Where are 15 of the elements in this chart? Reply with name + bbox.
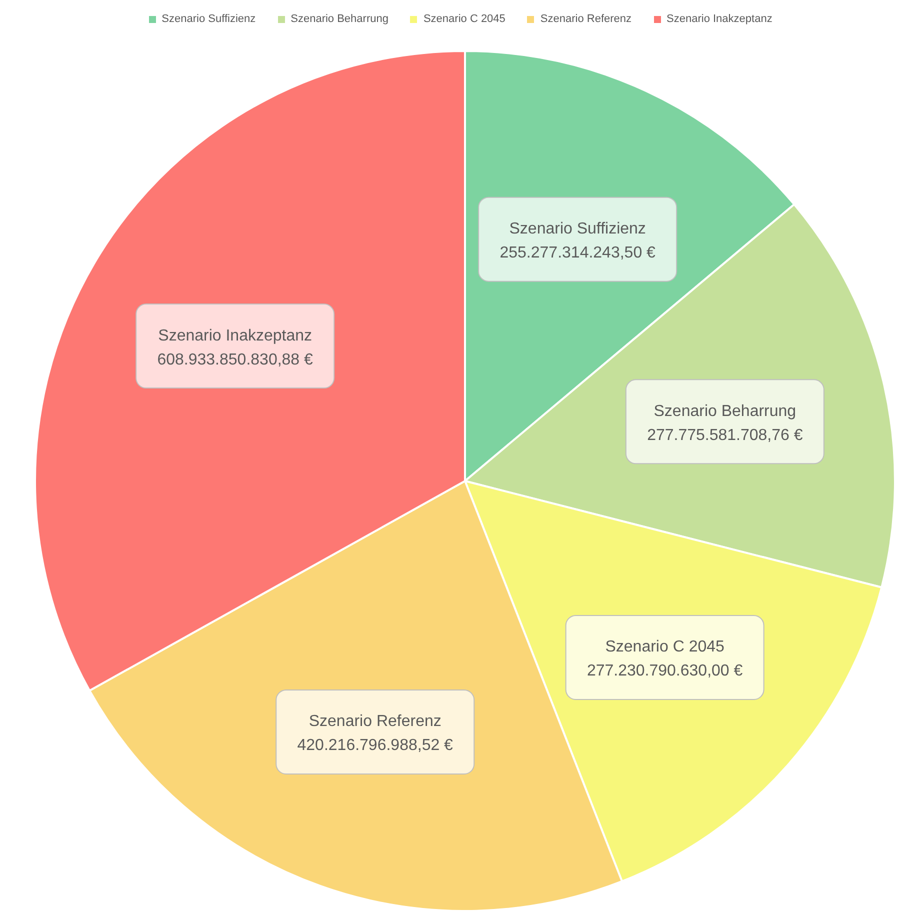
data-label: 277.775.581.708,76 € bbox=[647, 426, 803, 444]
data-label: 277.230.790.630,00 € bbox=[586, 662, 743, 680]
legend-label: Szenario Referenz bbox=[540, 13, 632, 25]
legend-label: Szenario Suffizienz bbox=[162, 13, 256, 25]
legend-label: Szenario C 2045 bbox=[423, 13, 506, 25]
data-label: 255.277.314.243,50 € bbox=[500, 244, 656, 262]
legend-label: Szenario Inakzeptanz bbox=[666, 13, 772, 25]
data-label: 608.933.850.830,88 € bbox=[157, 351, 314, 368]
slice-label: Szenario Referenz bbox=[308, 713, 442, 730]
slice-label: Szenario Suffizienz bbox=[509, 220, 646, 238]
slice-label: Szenario Inakzeptanz bbox=[158, 327, 312, 344]
slice-label: Szenario C 2045 bbox=[605, 638, 725, 656]
slice-label: Szenario Beharrung bbox=[654, 402, 796, 420]
legend-label: Szenario Beharrung bbox=[290, 13, 388, 25]
data-label: 420.216.796.988,52 € bbox=[297, 737, 454, 754]
